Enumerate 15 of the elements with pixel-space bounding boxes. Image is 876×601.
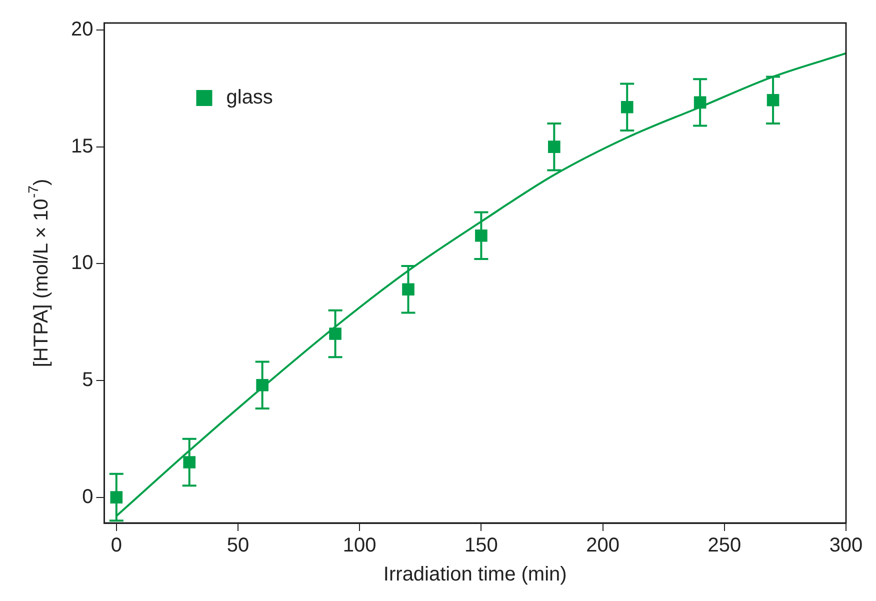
y-tick-label: 15 — [70, 135, 94, 158]
x-tick-label: 50 — [226, 534, 250, 557]
x-tick-label: 200 — [586, 534, 620, 557]
x-axis-title: Irradiation time (min) — [383, 564, 567, 586]
y-tick-label: 0 — [82, 486, 94, 508]
x-tick-label: 300 — [829, 534, 863, 557]
y-tick-label: 5 — [82, 368, 94, 391]
x-tick-label: 100 — [342, 534, 376, 557]
legend-label: glass — [226, 86, 273, 109]
y-tick-label: 10 — [70, 252, 94, 274]
y-axis-title: [HTPA] (mol/L × 10-7) — [24, 178, 53, 368]
x-tick-label: 0 — [110, 534, 122, 557]
x-tick-label: 150 — [464, 534, 498, 557]
x-tick-label: 250 — [708, 534, 742, 557]
y-tick-label: 20 — [70, 18, 94, 41]
